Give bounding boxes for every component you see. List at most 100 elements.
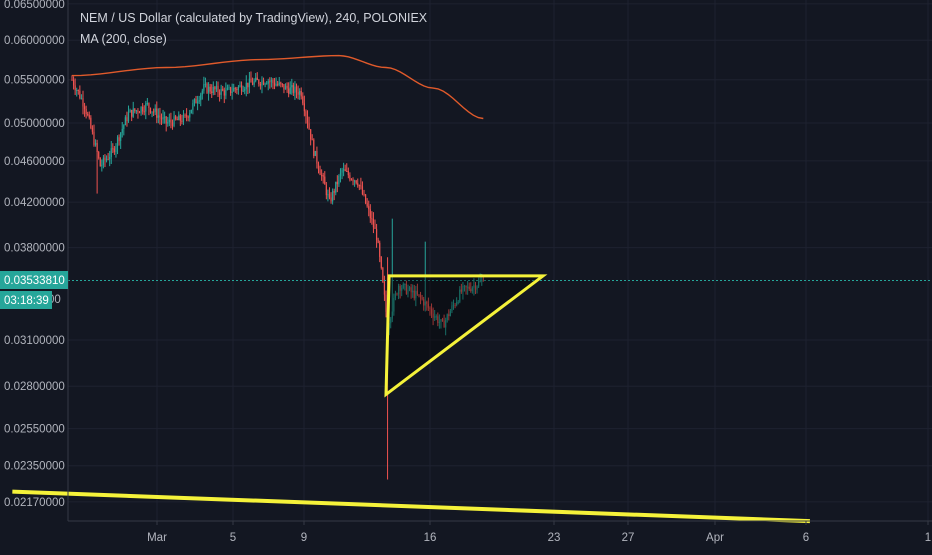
- candle-body: [77, 90, 79, 92]
- candle-body: [413, 290, 415, 299]
- candle-body: [278, 82, 280, 85]
- countdown-badge: [0, 291, 52, 309]
- candle-body: [437, 316, 439, 323]
- candle-body: [132, 108, 134, 117]
- candle-body: [295, 86, 298, 92]
- candle-body: [105, 158, 108, 161]
- candle-body: [297, 91, 299, 95]
- candle-body: [294, 86, 296, 93]
- candle-body: [379, 242, 381, 257]
- candle-body: [280, 82, 282, 84]
- candle-body: [269, 81, 271, 83]
- support-trendline[interactable]: [12, 489, 810, 524]
- candle-body: [288, 88, 290, 94]
- candle-body: [138, 112, 141, 114]
- candle-body: [478, 281, 480, 287]
- candle-body: [383, 281, 386, 295]
- candle-body: [126, 117, 128, 122]
- candle-body: [154, 108, 156, 112]
- candle-body: [430, 308, 433, 314]
- candle-body: [399, 285, 401, 291]
- candle-body: [421, 297, 423, 300]
- candle-body: [148, 103, 150, 109]
- candle-body: [391, 311, 393, 319]
- candle-body: [206, 83, 208, 93]
- price-tick-label: 0.03100000: [4, 335, 65, 347]
- candle-body: [317, 163, 320, 170]
- candle-body: [311, 139, 313, 141]
- candle-body: [71, 79, 73, 81]
- candle-body: [446, 314, 448, 321]
- candle-body: [207, 86, 210, 93]
- candle-body: [432, 313, 434, 318]
- candle-body: [156, 108, 158, 118]
- candle-body: [187, 116, 189, 118]
- time-tick-label: 23: [548, 532, 561, 544]
- candle-body: [354, 180, 356, 182]
- candle-body: [452, 304, 455, 306]
- candle-body: [248, 78, 251, 88]
- candle-body: [281, 83, 283, 85]
- candle-body: [283, 84, 285, 90]
- candle-body: [184, 114, 186, 116]
- candle-body: [200, 94, 202, 101]
- candle-body: [186, 115, 188, 117]
- candle-body: [222, 88, 224, 91]
- candle-body: [316, 150, 318, 164]
- candle-body: [394, 293, 397, 298]
- candle-body: [382, 267, 384, 282]
- candle-body: [182, 114, 185, 122]
- candle-body: [360, 185, 362, 187]
- candle-body: [214, 86, 216, 90]
- indicator-title: MA (200, close): [80, 32, 167, 46]
- time-axis[interactable]: Mar 5 9 16 23 27 Apr 6 1: [147, 521, 931, 544]
- candle-body: [74, 85, 76, 91]
- time-tick-label: 16: [424, 532, 437, 544]
- candle-body: [300, 90, 302, 97]
- candle-body: [197, 101, 199, 104]
- candle-body: [91, 128, 94, 132]
- candle-body: [253, 81, 255, 85]
- candle-body: [462, 285, 464, 292]
- candle-body: [319, 169, 321, 175]
- candle-body: [440, 319, 442, 322]
- candle-body: [110, 148, 112, 158]
- candle-body: [435, 316, 437, 318]
- candle-body: [286, 85, 288, 89]
- candle-body: [410, 287, 412, 293]
- candle-body: [251, 82, 254, 85]
- candle-body: [368, 206, 370, 210]
- price-tick-label: 0.06500000: [4, 0, 65, 11]
- candle-body: [204, 83, 207, 85]
- current-price-label: 0.03533810: [4, 275, 65, 287]
- candle-body: [463, 285, 466, 287]
- candle-body: [225, 89, 227, 96]
- candle-body: [270, 80, 272, 82]
- candle-body: [120, 132, 122, 141]
- candle-body: [423, 299, 425, 306]
- candle-body: [306, 115, 309, 124]
- candle-body: [310, 129, 312, 140]
- candle-body: [325, 184, 327, 196]
- candle-body: [429, 307, 431, 309]
- candle-body: [87, 114, 89, 116]
- candle-body: [262, 80, 265, 85]
- candle-body: [239, 85, 241, 87]
- time-tick-label: 9: [301, 532, 307, 544]
- candle-body: [153, 111, 155, 113]
- price-tick-label: 0.04600000: [4, 156, 65, 168]
- price-axis[interactable]: 0.06500000 0.06000000 0.05500000 0.05000000…: [4, 0, 65, 509]
- candle-body: [137, 110, 139, 113]
- time-tick-label: Apr: [706, 532, 724, 544]
- candle-body: [363, 194, 365, 196]
- candle-body: [302, 96, 304, 104]
- candle-body: [277, 84, 279, 86]
- candle-body: [371, 218, 373, 220]
- candle-body: [336, 181, 338, 185]
- candle-body: [198, 100, 200, 102]
- candle-body: [178, 115, 180, 121]
- candle-body: [443, 320, 445, 328]
- triangle-drawing[interactable]: [384, 274, 548, 398]
